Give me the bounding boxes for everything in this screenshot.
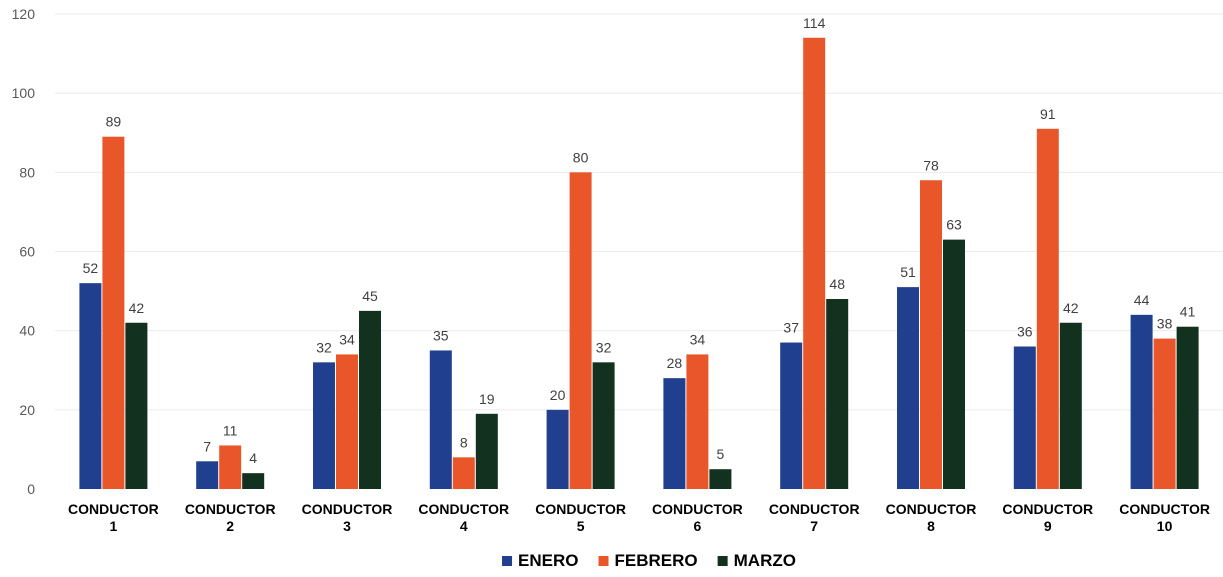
bar-enero [429, 350, 452, 489]
data-label: 42 [1063, 300, 1079, 316]
y-tick-label: 60 [19, 244, 35, 260]
x-tick-label: CONDUCTOR 7 [769, 501, 860, 534]
data-label: 32 [596, 339, 612, 355]
data-label: 7 [203, 438, 211, 454]
y-tick-label: 100 [12, 85, 36, 101]
bar-marzo [943, 239, 965, 489]
x-axis: CONDUCTOR 1 CONDUCTOR 2 CONDUCTOR 3 CONDUCTOR 4… [68, 501, 1210, 534]
bar-marzo [709, 469, 732, 489]
data-label: 51 [900, 264, 916, 280]
legend: ENERO FEBRERO MARZO [502, 551, 796, 570]
y-tick-label: 120 [12, 6, 36, 22]
data-label: 34 [339, 331, 355, 347]
y-tick-label: 80 [19, 164, 35, 180]
data-label: 19 [479, 391, 495, 407]
data-label: 42 [129, 300, 145, 316]
data-label: 20 [550, 387, 566, 403]
bar-marzo [826, 299, 849, 489]
data-label: 78 [923, 157, 939, 173]
bar-febrero [920, 180, 942, 489]
y-tick-label: 40 [19, 323, 35, 339]
data-label: 11 [223, 422, 238, 438]
data-label: 32 [316, 339, 332, 355]
y-tick-label: 0 [27, 481, 35, 497]
bar-enero [897, 287, 919, 489]
x-tick-label: CONDUCTOR 6 [652, 501, 743, 534]
x-tick-label: CONDUCTOR 5 [535, 501, 626, 534]
legend-label-febrero: FEBRERO [615, 551, 698, 570]
bar-marzo [242, 473, 265, 489]
data-label: 45 [362, 288, 378, 304]
data-label: 4 [249, 450, 257, 466]
bar-enero [1130, 314, 1153, 489]
x-tick-label: CONDUCTOR 9 [1002, 501, 1093, 534]
bars [79, 37, 1199, 490]
bar-febrero [1153, 338, 1176, 489]
legend-swatch-febrero [598, 556, 609, 566]
bar-enero [780, 342, 803, 489]
x-tick-label: CONDUCTOR 8 [886, 501, 977, 534]
x-tick-label: CONDUCTOR 4 [418, 501, 509, 534]
bar-marzo [592, 362, 615, 489]
bar-febrero [102, 136, 125, 490]
bar-marzo [1059, 322, 1082, 489]
data-label: 28 [667, 355, 683, 371]
bar-febrero [219, 445, 242, 489]
data-label: 8 [460, 434, 468, 450]
bar-enero [1013, 346, 1036, 489]
legend-swatch-enero [502, 556, 513, 566]
bar-febrero [452, 457, 475, 489]
bar-febrero [336, 354, 358, 489]
data-label: 80 [573, 149, 589, 165]
y-axis: 0 20 40 60 80 100 120 [12, 6, 36, 497]
data-label: 35 [433, 327, 449, 343]
data-label: 36 [1017, 324, 1033, 340]
x-tick-label: CONDUCTOR 3 [302, 501, 393, 534]
data-label: 48 [829, 276, 845, 292]
data-label: 37 [783, 320, 799, 336]
bar-marzo [359, 310, 381, 489]
bar-enero [196, 461, 219, 489]
bar-marzo [475, 413, 498, 489]
bar-marzo [1176, 326, 1199, 489]
bar-febrero [1036, 128, 1059, 489]
legend-label-enero: ENERO [518, 551, 578, 570]
data-label: 114 [803, 15, 826, 31]
data-label: 52 [83, 260, 99, 276]
bar-enero [663, 378, 686, 489]
x-tick-label: CONDUCTOR 1 [68, 501, 159, 534]
data-label: 89 [106, 114, 122, 130]
data-label: 41 [1180, 304, 1196, 320]
bar-enero [546, 409, 569, 489]
data-label: 63 [946, 217, 962, 233]
x-tick-label: CONDUCTOR 10 [1119, 501, 1210, 534]
legend-swatch-marzo [717, 556, 728, 566]
bar-marzo [125, 322, 148, 489]
data-label: 34 [690, 331, 706, 347]
bar-febrero [686, 354, 709, 489]
data-label: 5 [717, 446, 725, 462]
y-tick-label: 20 [19, 402, 35, 418]
bar-enero [313, 362, 335, 489]
data-label: 44 [1134, 292, 1150, 308]
bar-febrero [803, 37, 826, 489]
bar-enero [79, 283, 102, 489]
bar-febrero [569, 172, 592, 490]
data-label: 38 [1157, 316, 1173, 332]
legend-label-marzo: MARZO [734, 551, 796, 570]
x-tick-label: CONDUCTOR 2 [185, 501, 276, 534]
data-label: 91 [1040, 106, 1056, 122]
